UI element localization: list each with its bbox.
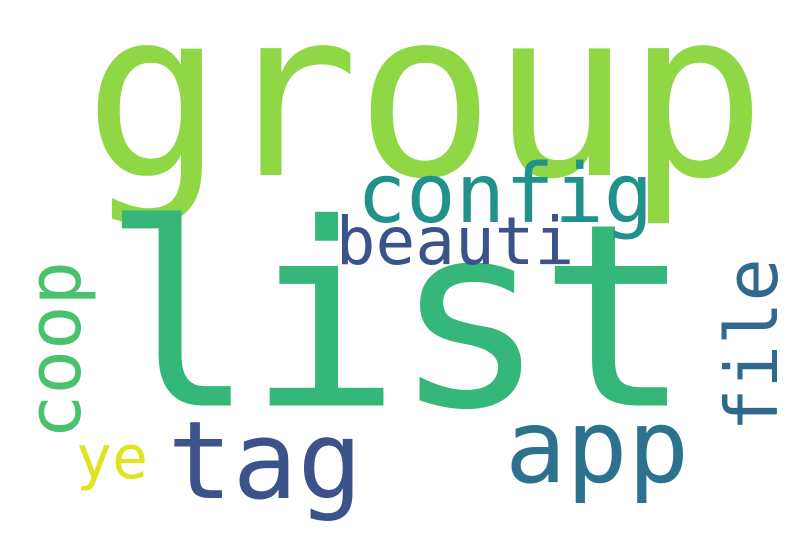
word-group: group (83, 0, 766, 230)
word-file: file (710, 258, 794, 432)
word-beauti: beauti (335, 203, 575, 280)
word-tag: tag (167, 399, 363, 524)
word-coop: coop (12, 260, 98, 440)
word-config: config (356, 147, 654, 242)
word-list: list (101, 169, 692, 467)
word-app: app (504, 388, 690, 507)
word-ye: ye (75, 423, 149, 493)
